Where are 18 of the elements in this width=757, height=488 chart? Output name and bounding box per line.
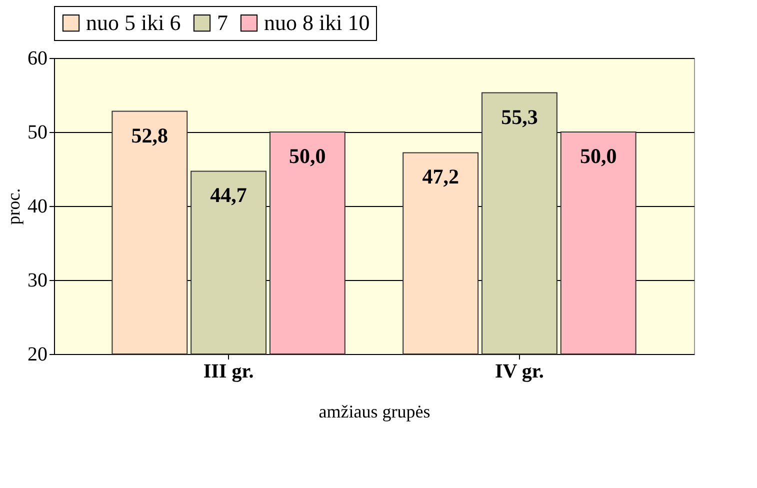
x-tick-label: IV gr. <box>495 360 544 382</box>
data-label: 50,0 <box>289 144 326 168</box>
y-tick-label: 40 <box>28 196 48 218</box>
y-tick-label: 60 <box>28 48 48 70</box>
legend-label: 7 <box>217 10 228 35</box>
data-label: 47,2 <box>422 164 459 189</box>
y-tick-label: 30 <box>28 270 48 292</box>
data-label: 52,8 <box>131 123 168 148</box>
y-tick-label: 50 <box>28 122 48 144</box>
legend-label: nuo 8 iki 10 <box>264 10 370 35</box>
x-axis-title: amžiaus grupės <box>318 402 430 422</box>
y-tick-label: 20 <box>28 344 48 366</box>
data-label: 44,7 <box>210 183 247 208</box>
data-label: 55,3 <box>501 104 538 129</box>
data-label: 50,0 <box>580 144 617 168</box>
x-tick-label: III gr. <box>203 360 254 382</box>
y-axis-title: proc. <box>4 188 24 225</box>
legend-label: nuo 5 iki 6 <box>86 10 181 35</box>
